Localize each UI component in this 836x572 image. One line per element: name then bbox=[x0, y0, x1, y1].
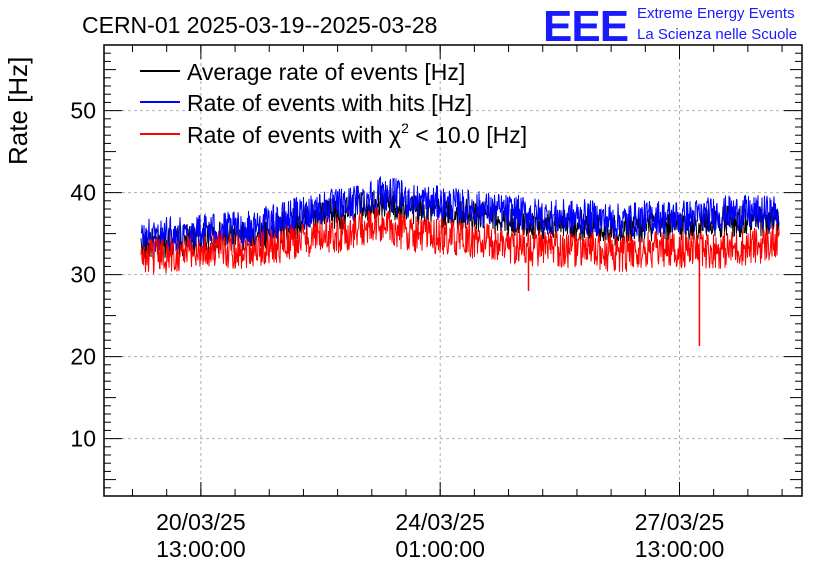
axes bbox=[103, 44, 803, 497]
logo-line-1: Extreme Energy Events bbox=[637, 5, 795, 22]
series-layer bbox=[140, 175, 780, 346]
legend-chi2-prefix: Rate of events with bbox=[187, 122, 389, 148]
ticks bbox=[104, 45, 802, 496]
series-chi2 bbox=[140, 207, 780, 274]
tick-labels: 102030405020/03/2513:00:0024/03/2501:00:… bbox=[70, 98, 724, 562]
series-hits bbox=[140, 175, 780, 255]
legend-chi2-symbol: χ bbox=[389, 122, 401, 148]
x-tick-label-date: 20/03/25 bbox=[156, 509, 246, 535]
plot-frame bbox=[103, 44, 803, 497]
y-tick-label: 30 bbox=[70, 262, 96, 288]
chart-title: CERN-01 2025-03-19--2025-03-28 bbox=[82, 12, 437, 38]
x-tick-label-time: 13:00:00 bbox=[156, 536, 246, 562]
logo-line-2: La Scienza nelle Scuole bbox=[637, 26, 797, 43]
y-tick-label: 10 bbox=[70, 426, 96, 452]
y-tick-label: 40 bbox=[70, 180, 96, 206]
legend-label-chi2: Rate of events with χ2 < 10.0 [Hz] bbox=[187, 120, 527, 148]
y-axis-title: Rate [Hz] bbox=[3, 57, 33, 165]
logo-text: EEE bbox=[543, 2, 628, 51]
x-tick-label-date: 27/03/25 bbox=[635, 509, 725, 535]
x-tick-label-date: 24/03/25 bbox=[395, 509, 485, 535]
x-tick-label-time: 01:00:00 bbox=[395, 536, 485, 562]
legend-label-average: Average rate of events [Hz] bbox=[187, 59, 465, 85]
legend: Average rate of events [Hz] Rate of even… bbox=[140, 59, 527, 148]
y-tick-label: 50 bbox=[70, 98, 96, 124]
legend-chi2-exp: 2 bbox=[401, 120, 409, 136]
y-tick-label: 20 bbox=[70, 344, 96, 370]
legend-label-hits: Rate of events with hits [Hz] bbox=[187, 90, 472, 116]
x-tick-label-time: 13:00:00 bbox=[635, 536, 725, 562]
eee-logo: EEE Extreme Energy Events La Scienza nel… bbox=[543, 2, 797, 51]
legend-chi2-suffix: < 10.0 [Hz] bbox=[409, 122, 527, 148]
